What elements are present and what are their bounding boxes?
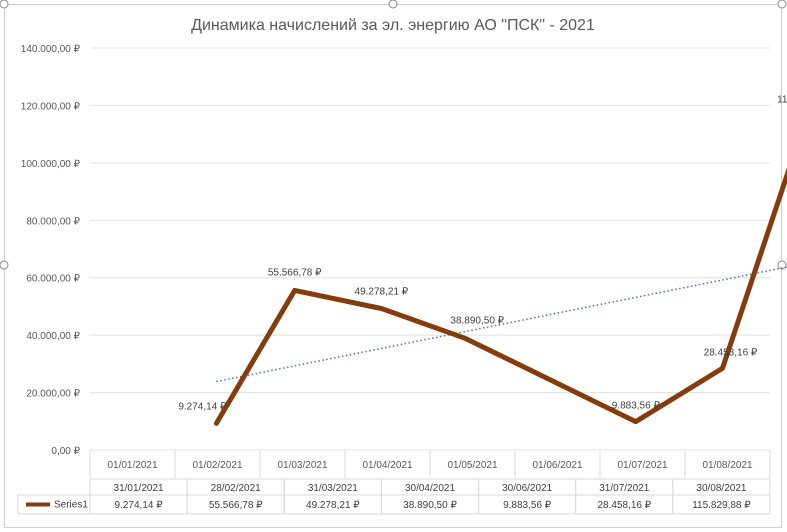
y-tick-label: 20.000,00 ₽ — [26, 389, 80, 400]
y-tick-label: 140.000,00 ₽ — [21, 44, 81, 55]
resize-handle-top-right[interactable] — [777, 0, 787, 9]
table-date: 30/08/2021 — [696, 483, 746, 494]
resize-handle-right[interactable] — [777, 260, 787, 270]
series-line[interactable] — [213, 117, 787, 426]
table-date: 30/04/2021 — [405, 483, 455, 494]
table-date: 30/06/2021 — [502, 483, 552, 494]
y-tick-label: 100.000,00 ₽ — [21, 159, 81, 170]
table-date: 31/03/2021 — [308, 483, 358, 494]
x-tick-label: 01/01/2021 — [107, 460, 157, 471]
table-date: 28/02/2021 — [211, 483, 261, 494]
data-label: 9.883,56 ₽ — [612, 401, 661, 412]
data-label: 38.890,50 ₽ — [450, 315, 504, 326]
table-value: 28.458,16 ₽ — [597, 500, 651, 511]
table-value: 55.566,78 ₽ — [209, 500, 263, 511]
data-label: 9.274,14 ₽ — [178, 401, 227, 412]
x-tick-label: 01/08/2021 — [702, 460, 752, 471]
legend-label: Series1 — [54, 500, 88, 511]
data-label: 28.458,16 ₽ — [704, 347, 758, 358]
data-label: 55.566,78 ₽ — [268, 267, 322, 278]
y-tick-label: 120.000,00 ₽ — [21, 101, 81, 112]
data-label: 115.829,88 ₽ — [777, 94, 787, 105]
resize-handle-left[interactable] — [0, 260, 9, 270]
chart-title: Динамика начислений за эл. энергию АО "П… — [191, 17, 595, 34]
table-value: 9.883,56 ₽ — [503, 500, 552, 511]
y-tick-label: 40.000,00 ₽ — [26, 331, 80, 342]
resize-handle-top-left[interactable] — [0, 0, 9, 9]
resize-handle-top[interactable] — [388, 0, 398, 9]
x-tick-label: 01/05/2021 — [447, 460, 497, 471]
table-value: 38.890,50 ₽ — [403, 500, 457, 511]
y-tick-label: 0,00 ₽ — [51, 446, 80, 457]
table-value: 9.274,14 ₽ — [115, 500, 164, 511]
data-label: 49.278,21 ₽ — [355, 287, 409, 298]
table-date: 31/01/2021 — [114, 483, 164, 494]
x-tick-label: 01/02/2021 — [192, 460, 242, 471]
x-tick-label: 01/03/2021 — [277, 460, 327, 471]
trendline — [216, 266, 787, 383]
x-tick-label: 01/07/2021 — [617, 460, 667, 471]
table-value-cell — [672, 494, 771, 515]
y-tick-label: 60.000,00 ₽ — [26, 274, 80, 285]
x-tick-label: 01/06/2021 — [532, 460, 582, 471]
table-value: 49.278,21 ₽ — [306, 500, 360, 511]
table-value: 115.829,88 ₽ — [692, 500, 751, 511]
x-tick-label: 01/04/2021 — [362, 460, 412, 471]
y-tick-label: 80.000,00 ₽ — [26, 216, 80, 227]
table-date: 31/07/2021 — [599, 483, 649, 494]
